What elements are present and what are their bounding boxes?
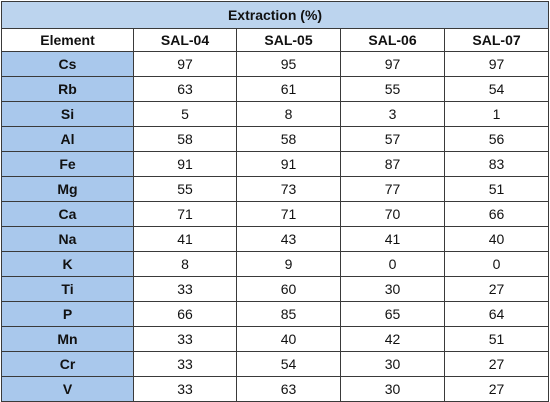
element-cell: Ca	[1, 201, 134, 227]
value-cell: 0	[443, 251, 550, 277]
value-cell: 97	[443, 51, 550, 77]
element-cell: Si	[1, 101, 134, 127]
element-cell: Mn	[1, 326, 134, 352]
element-cell: Rb	[1, 76, 134, 102]
value-cell: 42	[340, 326, 445, 352]
element-cell: Fe	[1, 151, 134, 177]
element-cell: K	[1, 251, 134, 277]
table-row: Ti 33 60 30 27	[1, 276, 550, 302]
value-cell: 73	[236, 176, 341, 202]
table-row: Cr 33 54 30 27	[1, 351, 550, 377]
element-cell: Ti	[1, 276, 134, 302]
value-cell: 70	[340, 201, 445, 227]
value-cell: 8	[133, 251, 237, 277]
value-cell: 41	[133, 226, 237, 252]
element-cell: Al	[1, 126, 134, 152]
value-cell: 9	[236, 251, 341, 277]
header-sal-07: SAL-07	[443, 28, 550, 52]
table-row: Ca 71 71 70 66	[1, 201, 550, 227]
value-cell: 27	[443, 276, 550, 302]
table-title-row: Extraction (%)	[0, 1, 550, 29]
value-cell: 77	[340, 176, 445, 202]
value-cell: 54	[236, 351, 341, 377]
value-cell: 58	[133, 126, 237, 152]
element-cell: Na	[1, 226, 134, 252]
value-cell: 40	[443, 226, 550, 252]
value-cell: 55	[133, 176, 237, 202]
value-cell: 65	[340, 301, 445, 327]
value-cell: 55	[340, 76, 445, 102]
element-cell: P	[1, 301, 134, 327]
element-cell: Cs	[1, 51, 134, 77]
value-cell: 97	[133, 51, 237, 77]
table-row: Al 58 58 57 56	[1, 126, 550, 152]
value-cell: 1	[443, 101, 550, 127]
value-cell: 27	[443, 351, 550, 377]
value-cell: 63	[133, 76, 237, 102]
value-cell: 51	[443, 326, 550, 352]
value-cell: 64	[443, 301, 550, 327]
value-cell: 43	[236, 226, 341, 252]
element-cell: Mg	[1, 176, 134, 202]
value-cell: 33	[133, 276, 237, 302]
table-row: P 66 85 65 64	[1, 301, 550, 327]
value-cell: 61	[236, 76, 341, 102]
value-cell: 54	[443, 76, 550, 102]
value-cell: 66	[443, 201, 550, 227]
header-sal-06: SAL-06	[340, 28, 445, 52]
value-cell: 33	[133, 351, 237, 377]
value-cell: 30	[340, 351, 445, 377]
value-cell: 57	[340, 126, 445, 152]
table-row: Rb 63 61 55 54	[1, 76, 550, 102]
table-row: Mn 33 40 42 51	[1, 326, 550, 352]
table-row: Si 5 8 3 1	[1, 101, 550, 127]
value-cell: 0	[340, 251, 445, 277]
value-cell: 8	[236, 101, 341, 127]
element-cell: V	[1, 376, 134, 402]
table-row: Mg 55 73 77 51	[1, 176, 550, 202]
element-cell: Cr	[1, 351, 134, 377]
value-cell: 56	[443, 126, 550, 152]
value-cell: 40	[236, 326, 341, 352]
value-cell: 58	[236, 126, 341, 152]
table-row: Fe 91 91 87 83	[1, 151, 550, 177]
value-cell: 3	[340, 101, 445, 127]
table-row: Na 41 43 41 40	[1, 226, 550, 252]
value-cell: 60	[236, 276, 341, 302]
header-sal-04: SAL-04	[133, 28, 237, 52]
table-title: Extraction (%)	[0, 1, 550, 29]
value-cell: 5	[133, 101, 237, 127]
value-cell: 71	[236, 201, 341, 227]
value-cell: 27	[443, 376, 550, 402]
table-header-row: Element SAL-04 SAL-05 SAL-06 SAL-07	[1, 28, 550, 52]
value-cell: 30	[340, 376, 445, 402]
value-cell: 63	[236, 376, 341, 402]
value-cell: 97	[340, 51, 445, 77]
value-cell: 85	[236, 301, 341, 327]
value-cell: 87	[340, 151, 445, 177]
value-cell: 33	[133, 326, 237, 352]
header-element: Element	[1, 28, 134, 52]
table-row: Cs 97 95 97 97	[1, 51, 550, 77]
value-cell: 66	[133, 301, 237, 327]
value-cell: 91	[133, 151, 237, 177]
value-cell: 33	[133, 376, 237, 402]
value-cell: 95	[236, 51, 341, 77]
table-row: V 33 63 30 27	[1, 376, 550, 402]
value-cell: 41	[340, 226, 445, 252]
value-cell: 71	[133, 201, 237, 227]
table-body: Cs 97 95 97 97 Rb 63 61 55 54 Si 5 8 3 1 Al 58 58 57 56 Fe 91…	[1, 51, 550, 402]
value-cell: 30	[340, 276, 445, 302]
value-cell: 91	[236, 151, 341, 177]
header-sal-05: SAL-05	[236, 28, 341, 52]
value-cell: 51	[443, 176, 550, 202]
value-cell: 83	[443, 151, 550, 177]
